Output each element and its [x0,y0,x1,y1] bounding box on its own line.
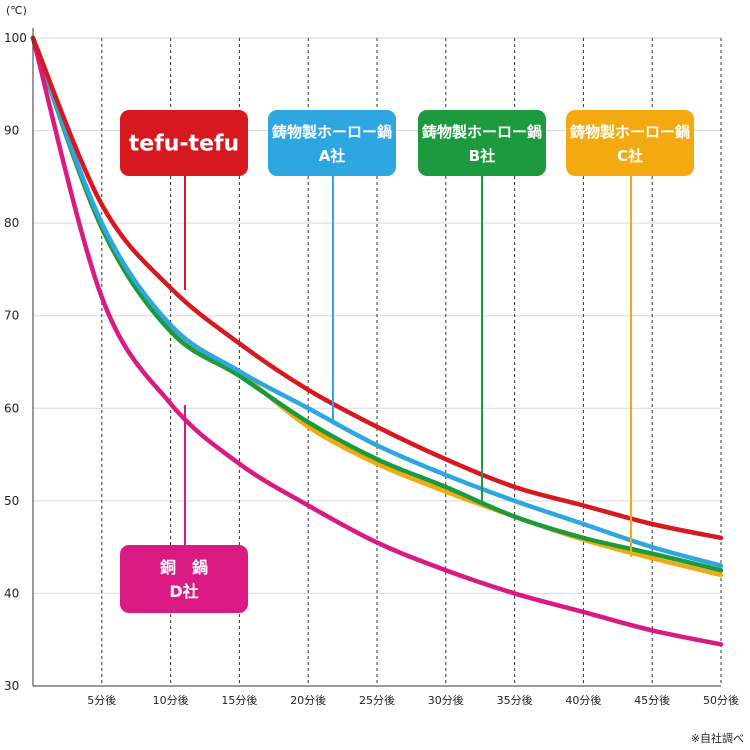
x-tick-label: 50分後 [703,693,739,707]
series-label-text: 銅 鍋 [160,558,208,577]
y-unit-label: (℃) [6,4,27,17]
x-tick-label: 30分後 [428,693,464,707]
x-tick-label: 5分後 [87,693,116,707]
y-tick-label: 70 [4,309,19,323]
series-layer [30,35,724,647]
series-labels: tefu-tefu 鋳物製ホーロー鍋 A社 鋳物製ホーロー鍋 B社 鋳物製ホーロー鍋 C社銅… [120,110,694,613]
y-tick-label: 30 [4,679,19,693]
y-tick-label: 60 [4,401,19,415]
series-label-text: tefu-tefu [129,132,239,157]
series-line-0 [30,35,724,541]
series-label-box [268,110,396,176]
series-label-text: 鋳物製ホーロー鍋 [570,123,690,141]
label-connectors [184,176,632,557]
series-label-box [566,110,694,176]
x-tick-label: 20分後 [290,693,326,707]
series-label-text: C社 [617,147,643,165]
series-label-text: 鋳物製ホーロー鍋 [272,123,392,141]
x-tick-label: 25分後 [359,693,395,707]
series-line-4 [30,35,724,647]
y-tick-label: 100 [4,31,27,45]
chart-axes: 30 40 50 60 70 80 90 100 5分後 10分後 15分後 20分後 25分後 30分後… [4,28,739,707]
x-tick-label: 35分後 [497,693,533,707]
series-line-2 [30,35,724,573]
y-tick-label: 90 [4,124,19,138]
series-label-box [418,110,546,176]
y-tick-label: 80 [4,216,19,230]
x-tick-label: 45分後 [634,693,670,707]
x-tick-label: 40分後 [565,693,601,707]
x-tick-label: 10分後 [153,693,189,707]
series-label-text: D社 [169,582,198,601]
series-line-1 [30,35,724,568]
source-note: ※自社調べ [691,731,744,745]
y-tick-label: 50 [4,494,19,508]
series-label-box [120,545,248,613]
y-tick-label: 40 [4,586,19,600]
series-label-text: A社 [319,147,346,165]
series-label-box [120,110,248,176]
series-label-text: B社 [469,147,495,165]
x-tick-label: 15分後 [221,693,257,707]
series-label-text: 鋳物製ホーロー鍋 [422,123,542,141]
